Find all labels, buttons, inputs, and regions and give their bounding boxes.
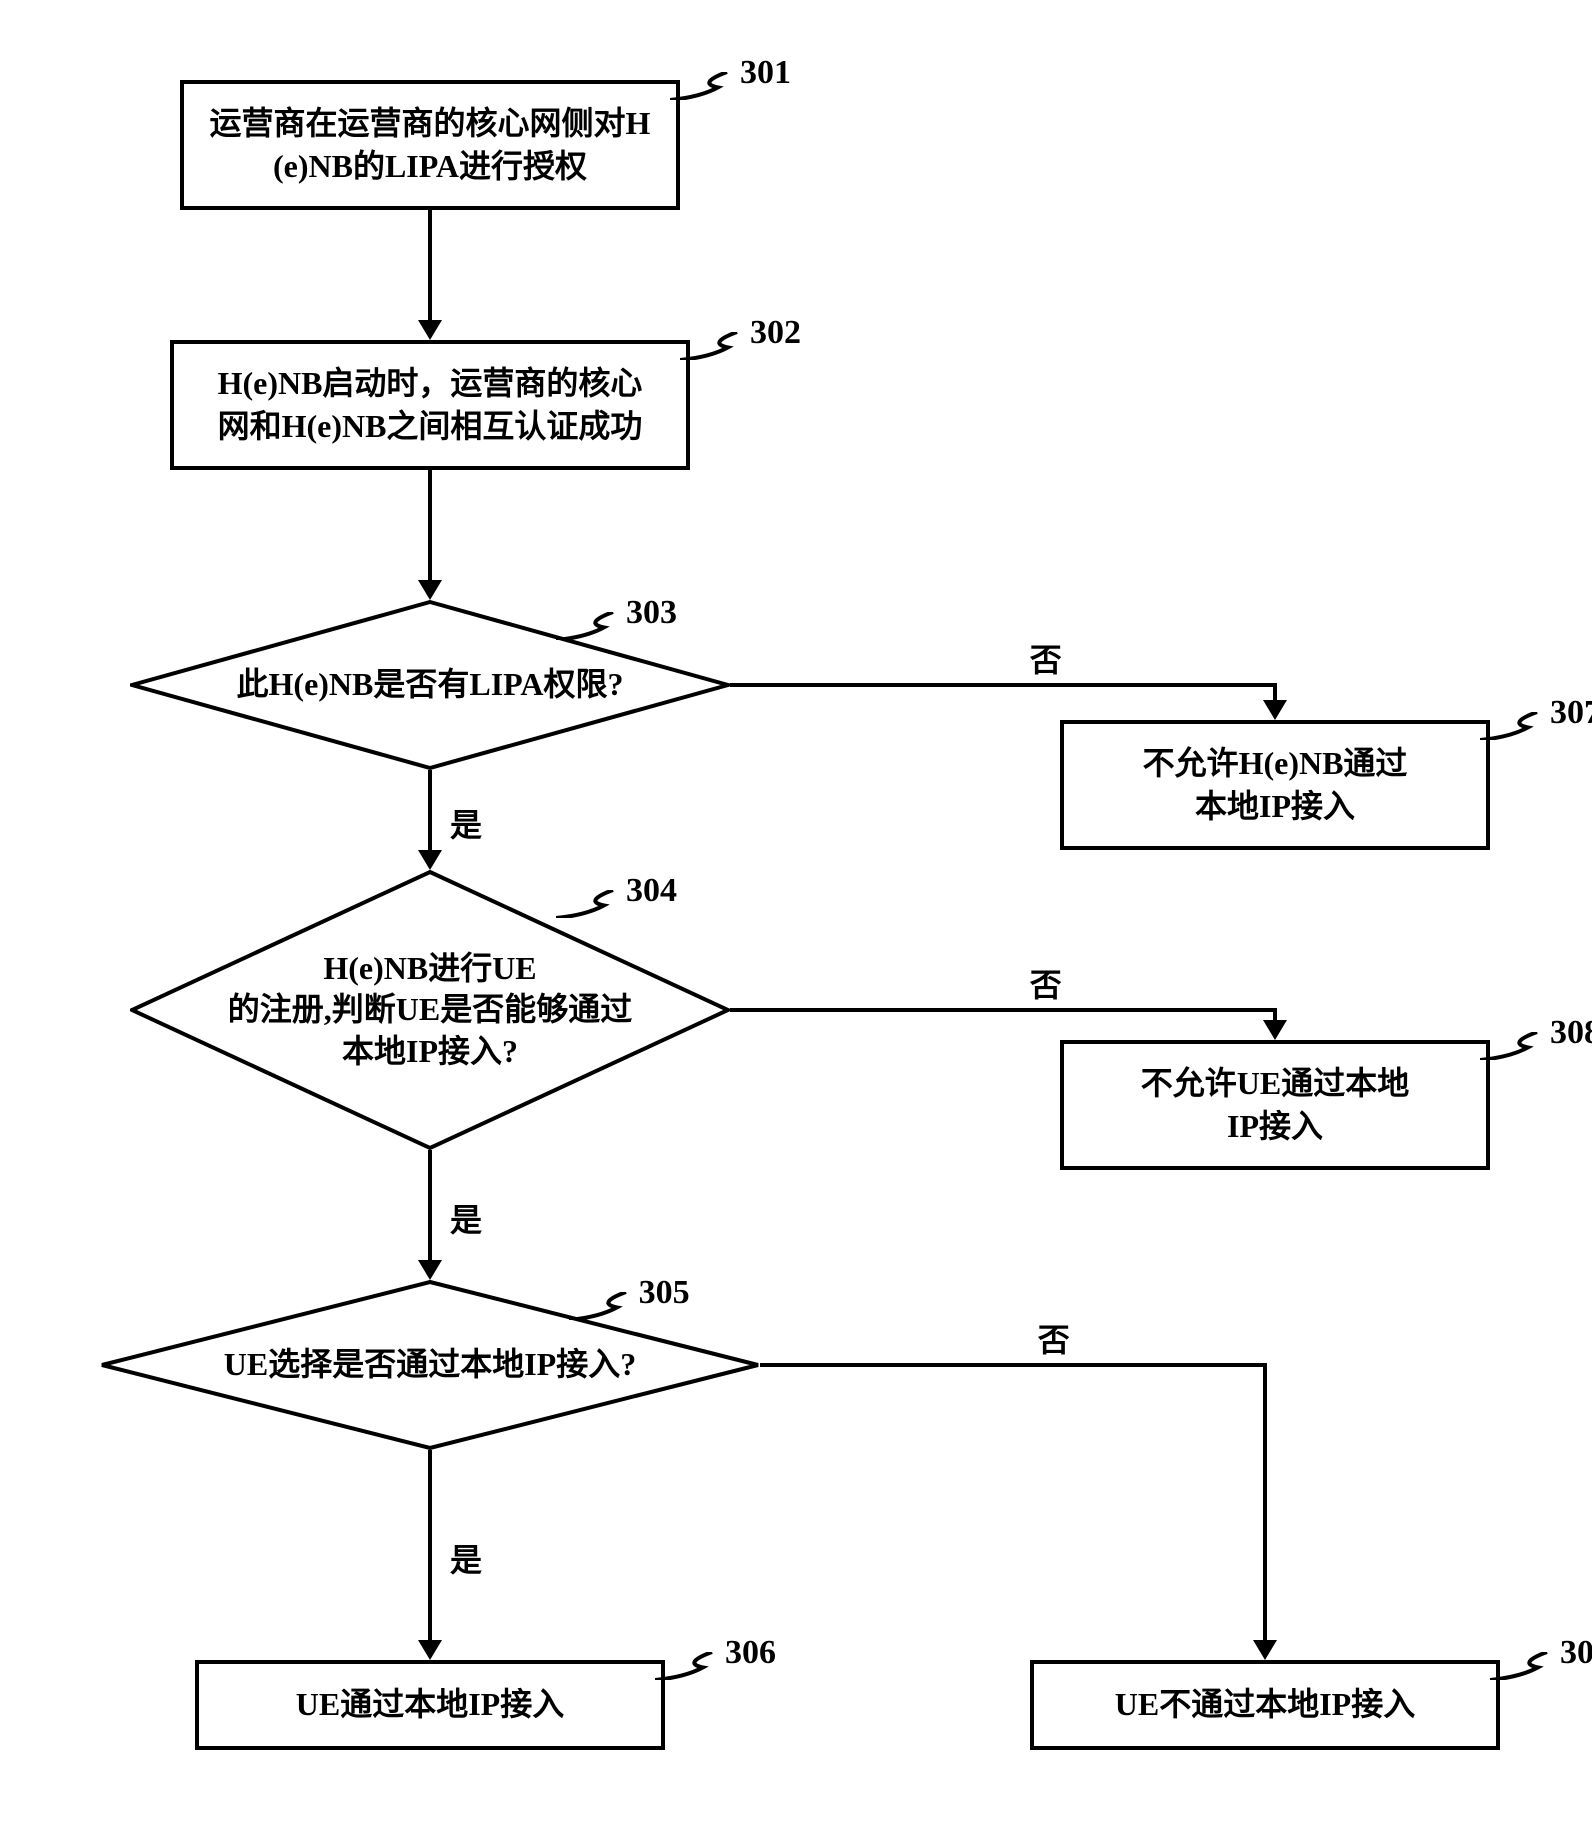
node-text: 运营商在运营商的核心网侧对H(e)NB的LIPA进行授权 xyxy=(210,102,651,188)
node-text: H(e)NB启动时，运营商的核心网和H(e)NB之间相互认证成功 xyxy=(218,362,643,448)
node-text: 不允许UE通过本地IP接入 xyxy=(1141,1062,1409,1148)
edge-segment xyxy=(428,210,432,320)
step-callout xyxy=(1480,1032,1540,1065)
step-number: 301 xyxy=(740,54,791,92)
process-node-n307: 不允许H(e)NB通过本地IP接入 xyxy=(1060,720,1490,850)
step-number: 303 xyxy=(626,594,677,632)
edge-segment xyxy=(1273,1010,1277,1020)
edge-segment xyxy=(1273,685,1277,700)
arrow-head xyxy=(1253,1640,1277,1660)
edge-segment xyxy=(428,1150,432,1260)
arrow-head xyxy=(418,850,442,870)
step-number: 308 xyxy=(1550,1014,1592,1052)
step-callout xyxy=(1490,1652,1550,1685)
step-number: 307 xyxy=(1550,694,1592,732)
decision-node-n304: H(e)NB进行UE的注册,判断UE是否能够通过本地IP接入? xyxy=(130,870,730,1150)
flowchart-canvas: 运营商在运营商的核心网侧对H(e)NB的LIPA进行授权 301 H(e)NB启动时… xyxy=(40,40,1552,1800)
edge-segment xyxy=(730,683,1277,687)
branch-label-no: 否 xyxy=(1038,1315,1070,1361)
node-text: UE不通过本地IP接入 xyxy=(1115,1683,1415,1726)
branch-label-no: 否 xyxy=(1030,960,1062,1006)
edge-segment xyxy=(428,770,432,850)
step-number: 305 xyxy=(639,1274,690,1312)
node-text: 此H(e)NB是否有LIPA权限? xyxy=(237,664,624,706)
edge-segment xyxy=(428,1450,432,1640)
arrow-head xyxy=(418,320,442,340)
edge-segment xyxy=(1263,1365,1267,1640)
edge-segment xyxy=(730,1008,1277,1012)
process-node-n308: 不允许UE通过本地IP接入 xyxy=(1060,1040,1490,1170)
process-node-n302: H(e)NB启动时，运营商的核心网和H(e)NB之间相互认证成功 xyxy=(170,340,690,470)
process-node-n306: UE通过本地IP接入 xyxy=(195,1660,665,1750)
arrow-head xyxy=(1263,1020,1287,1040)
process-node-n301: 运营商在运营商的核心网侧对H(e)NB的LIPA进行授权 xyxy=(180,80,680,210)
step-number: 302 xyxy=(750,314,801,352)
step-number: 309 xyxy=(1560,1634,1592,1672)
arrow-head xyxy=(418,1640,442,1660)
branch-label-yes: 是 xyxy=(450,1195,482,1241)
branch-label-yes: 是 xyxy=(450,800,482,846)
step-callout xyxy=(680,332,740,365)
process-node-n309: UE不通过本地IP接入 xyxy=(1030,1660,1500,1750)
step-number: 304 xyxy=(626,872,677,910)
node-text: 不允许H(e)NB通过本地IP接入 xyxy=(1143,742,1408,828)
arrow-head xyxy=(1263,700,1287,720)
step-callout xyxy=(569,1292,629,1325)
step-callout xyxy=(1480,712,1540,745)
edge-segment xyxy=(760,1363,1267,1367)
step-callout xyxy=(655,1652,715,1685)
step-callout xyxy=(670,72,730,105)
node-text: UE通过本地IP接入 xyxy=(296,1683,564,1726)
arrow-head xyxy=(418,580,442,600)
arrow-head xyxy=(418,1260,442,1280)
step-number: 306 xyxy=(725,1634,776,1672)
step-callout xyxy=(556,890,616,923)
step-callout xyxy=(556,612,616,645)
node-text: UE选择是否通过本地IP接入? xyxy=(224,1344,636,1386)
branch-label-yes: 是 xyxy=(450,1535,482,1581)
edge-segment xyxy=(428,470,432,580)
branch-label-no: 否 xyxy=(1030,635,1062,681)
node-text: H(e)NB进行UE的注册,判断UE是否能够通过本地IP接入? xyxy=(228,948,632,1073)
